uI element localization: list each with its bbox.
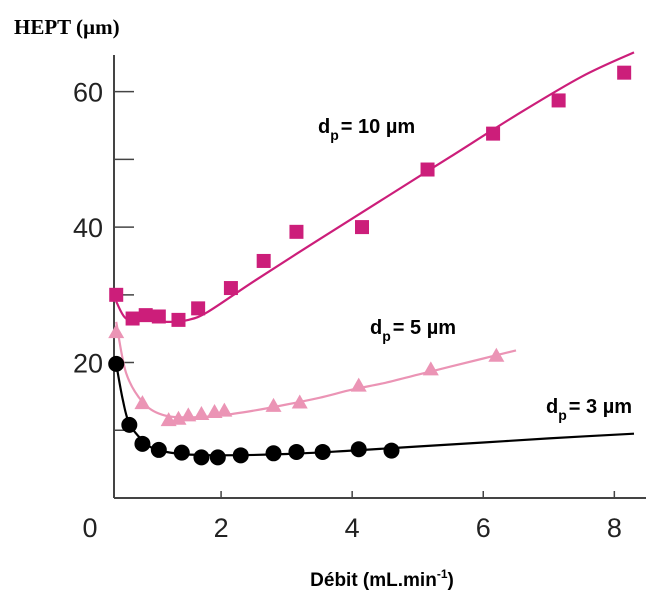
data-point-square (289, 224, 304, 239)
data-point-circle (383, 442, 400, 459)
data-point-triangle (193, 406, 210, 421)
y-tick-label: 20 (73, 349, 103, 379)
x-ticks: 0 2 4 6 8 (82, 491, 622, 543)
y-tick-label: 60 (73, 78, 103, 108)
data-point-circle (150, 441, 167, 458)
data-point-circle (265, 445, 282, 462)
fit-line-0 (115, 51, 635, 324)
data-point-square (138, 308, 153, 323)
data-point-triangle (291, 394, 308, 409)
fit-line-1 (115, 321, 517, 419)
data-point-square (191, 301, 206, 316)
x-axis-title: Débit (mL.min-1) (310, 567, 454, 591)
data-point-triangle (488, 347, 505, 362)
series-label-dp3: dp = 3 µm (546, 396, 632, 423)
data-point-triangle (265, 397, 282, 412)
data-point-triangle (350, 377, 367, 392)
data-point-square (486, 126, 501, 141)
data-point-circle (209, 449, 226, 466)
x-tick-label: 6 (476, 513, 491, 543)
data-point-square (223, 281, 238, 296)
data-point-circle (134, 435, 151, 452)
data-point-square (256, 253, 271, 268)
data-point-triangle (108, 324, 125, 339)
data-markers (108, 65, 632, 466)
data-point-circle (314, 443, 331, 460)
data-point-square (151, 309, 166, 324)
y-ticks: 20 40 60 (73, 78, 134, 432)
x-tick-label: 2 (214, 513, 229, 543)
data-point-circle (121, 416, 138, 433)
data-point-circle (108, 355, 125, 372)
data-point-circle (350, 441, 367, 458)
fit-lines (115, 51, 635, 457)
plot-area: 0 2 4 6 8 20 40 60 (73, 51, 646, 543)
data-point-circle (193, 449, 210, 466)
data-point-square (617, 65, 632, 80)
y-axis-title: HEPT (µm) (14, 15, 120, 39)
data-point-square (551, 93, 566, 108)
data-point-circle (288, 443, 305, 460)
data-point-square (420, 162, 435, 177)
data-point-triangle (134, 395, 151, 410)
data-point-square (355, 220, 369, 235)
data-point-square (109, 287, 124, 302)
x-tick-label: 4 (345, 513, 360, 543)
data-point-square (125, 311, 140, 326)
data-point-circle (173, 444, 190, 461)
series-label-dp10: dp = 10 µm (318, 116, 415, 143)
y-tick-label: 40 (73, 213, 103, 243)
x-tick-label: 0 (82, 513, 97, 543)
data-point-triangle (180, 407, 197, 422)
data-point-triangle (422, 361, 439, 376)
series-label-dp5: dp = 5 µm (370, 317, 456, 344)
data-point-square (171, 312, 186, 327)
x-tick-label: 8 (607, 513, 622, 543)
data-point-circle (232, 447, 249, 464)
data-point-triangle (216, 402, 233, 417)
